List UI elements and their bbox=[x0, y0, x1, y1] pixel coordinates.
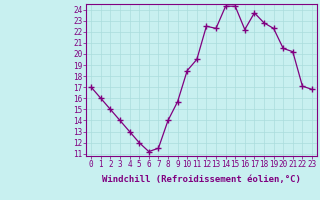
X-axis label: Windchill (Refroidissement éolien,°C): Windchill (Refroidissement éolien,°C) bbox=[102, 175, 301, 184]
